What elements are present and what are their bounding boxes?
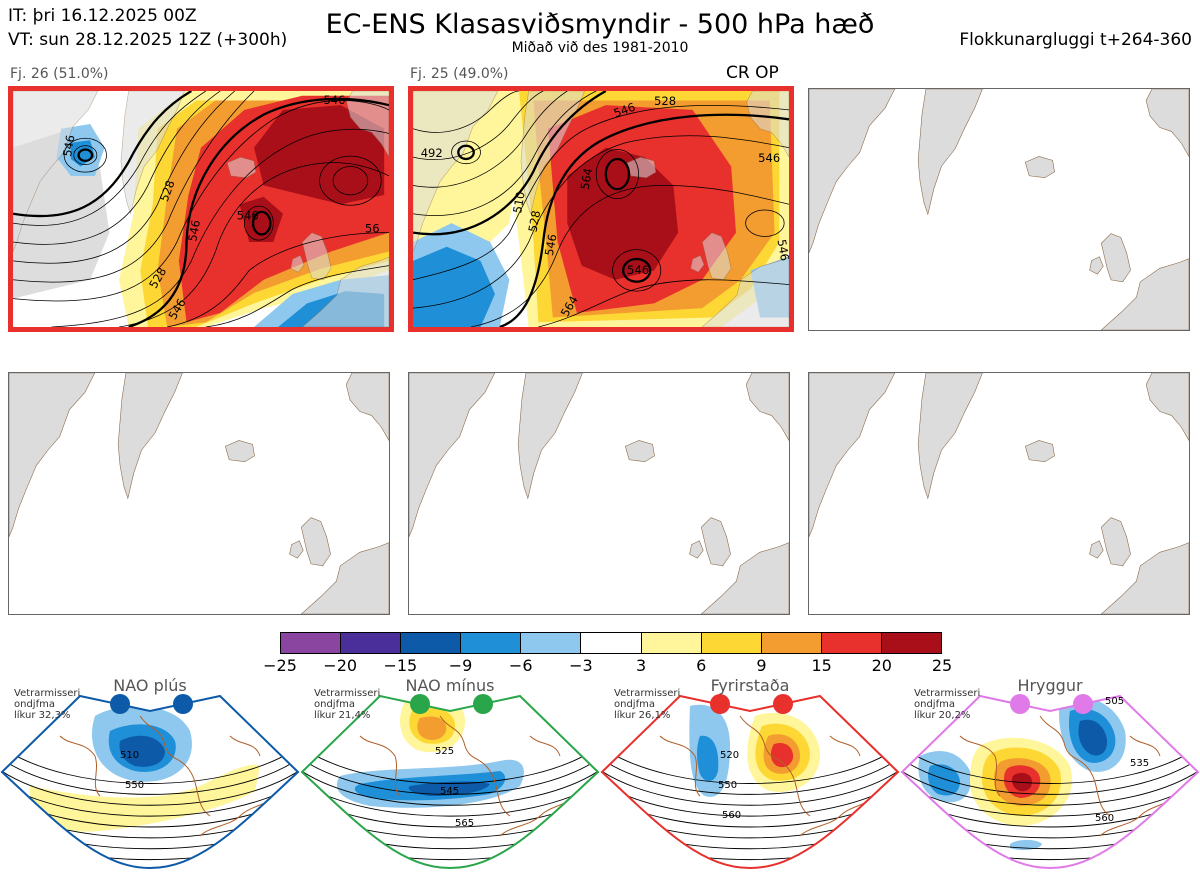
p2-contour-label: 546 <box>542 233 560 257</box>
anomaly-colorbar <box>280 632 942 654</box>
regime-marker-dot <box>773 694 793 714</box>
regime-marker-dot <box>1010 694 1030 714</box>
regime-contour-label: 560 <box>1095 813 1114 824</box>
regime-contour-label: 565 <box>455 818 474 829</box>
colorbar-swatch <box>281 633 342 653</box>
colorbar-swatch <box>461 633 522 653</box>
colorbar-tick-label: 25 <box>931 656 953 675</box>
colorbar-tick-label: −6 <box>508 656 533 675</box>
p2-contour-label: 492 <box>421 146 443 160</box>
regime-map: 510 550 <box>0 694 300 870</box>
regime-title: Fyrirstaða <box>710 676 790 695</box>
regime-climatology-note: Vetrarmisseri ondjfma líkur 32,3% <box>14 688 81 721</box>
colorbar-tick-label: −3 <box>569 656 593 675</box>
regime-marker-dot <box>410 694 430 714</box>
regime-title: NAO mínus <box>405 676 495 695</box>
regime-climatology-note: Vetrarmisseri ondjfma líkur 20,2% <box>914 688 981 721</box>
regime-contour-label: 520 <box>720 750 739 761</box>
regime-climatology-note: Vetrarmisseri ondjfma líkur 26,1% <box>614 688 681 721</box>
regime-panel: 520 550 560 Fyrirstaða Vetrarmisseri ondjfma l… <box>600 676 900 871</box>
regime-contour-label: 550 <box>125 780 144 791</box>
p1-contour-label: 528 <box>157 178 178 203</box>
clustering-window: Flokkunargluggi t+264-360 <box>959 30 1192 50</box>
regime-contour-label: 505 <box>1105 696 1124 707</box>
colorbar-ticks: −25 −20 −15 −9 −6 −3 3 6 9 15 20 25 <box>263 656 952 676</box>
page-title: EC-ENS Klasasviðsmyndir - 500 hPa hæð <box>325 9 875 40</box>
empty-map-5 <box>408 372 790 615</box>
cluster-map-1: 528 546 546 528 546 546 56 546 <box>8 86 394 332</box>
p2-contour-label: 546 <box>612 100 638 120</box>
colorbar-tick-label: −15 <box>383 656 418 675</box>
cluster-map-2-canvas: 528 546 546 510 528 546 564 546 564 546 … <box>413 91 789 327</box>
p2-contour-label: 528 <box>654 94 676 108</box>
colorbar-swatch <box>641 633 702 653</box>
regime-map: 505 535 560 <box>900 694 1200 870</box>
p1-contour-label: 546 <box>185 219 203 243</box>
regime-contour-label: 550 <box>718 780 737 791</box>
colorbar-swatch <box>401 633 462 653</box>
regime-title: Hryggur <box>1017 676 1083 695</box>
colorbar-tick-label: 20 <box>871 656 892 675</box>
cluster-map-1-canvas: 528 546 546 528 546 546 56 546 <box>13 91 389 327</box>
regime-contour-label: 510 <box>120 750 139 761</box>
regime-contour-label: 545 <box>440 786 459 797</box>
p2-contour-label: 546 <box>758 151 780 165</box>
page-subtitle: Miðað við des 1981-2010 <box>511 40 689 56</box>
panel-1-label: Fj. 26 (51.0%) <box>10 66 109 82</box>
colorbar-tick-label: 9 <box>756 656 767 675</box>
regime-contour-label: 535 <box>1130 758 1149 769</box>
p1-contour-label: 546 <box>237 209 259 223</box>
valid-time: VT: sun 28.12.2025 12Z (+300h) <box>8 30 288 50</box>
regime-marker-dot <box>173 694 193 714</box>
regime-panel: 510 550 NAO plús Vetrarmisseri ondjfma líkur … <box>0 676 300 871</box>
p2-contour-label: 546 <box>627 263 649 277</box>
regime-marker-dot <box>110 694 130 714</box>
empty-map-4 <box>8 372 390 615</box>
colorbar-swatch <box>341 633 402 653</box>
colorbar-tick-label: −9 <box>448 656 473 675</box>
colorbar-tick-label: −20 <box>323 656 358 675</box>
control-run-tag: CR OP <box>726 63 779 83</box>
colorbar-tick-label: 15 <box>811 656 832 675</box>
initial-time: IT: þri 16.12.2025 00Z <box>8 6 197 26</box>
colorbar-swatch <box>881 633 942 653</box>
colorbar-swatch <box>521 633 582 653</box>
regime-contour-label: 560 <box>722 810 741 821</box>
p1-contour-label: 546 <box>323 93 345 107</box>
p2-contour-label: 510 <box>510 191 528 215</box>
regime-marker-dot <box>1073 694 1093 714</box>
regime-marker-dot <box>473 694 493 714</box>
empty-map-3 <box>808 88 1190 331</box>
panel-2-label: Fj. 25 (49.0%) <box>410 66 509 82</box>
regime-contour-label: 525 <box>435 746 454 757</box>
empty-map-6 <box>808 372 1190 615</box>
cluster-map-2: 528 546 546 510 528 546 564 546 564 546 … <box>408 86 794 332</box>
p1-contour-label: 56 <box>365 222 380 236</box>
colorbar-swatch <box>821 633 882 653</box>
p1-contour-label: 546 <box>60 134 78 158</box>
regime-marker-dot <box>710 694 730 714</box>
regime-climatology-note: Vetrarmisseri ondjfma líkur 21,4% <box>314 688 381 721</box>
p2-contour-label: 564 <box>578 167 596 191</box>
p2-contour-label: 528 <box>525 209 543 233</box>
colorbar-swatch <box>761 633 822 653</box>
p2-contour-label: 546 <box>774 238 789 262</box>
regime-panel: 525 545 565 NAO mínus Vetrarmisseri ondjfma lí… <box>300 676 600 871</box>
regime-panel: 505 535 560 Hryggur Vetrarmisseri ondjfma líku… <box>900 676 1200 871</box>
regime-title: NAO plús <box>113 676 187 695</box>
colorbar-swatch <box>701 633 762 653</box>
colorbar-tick-label: 3 <box>635 656 647 675</box>
regime-map: 525 545 565 <box>300 694 600 870</box>
colorbar-tick-label: 6 <box>696 656 707 675</box>
regime-map: 520 550 560 <box>600 694 900 870</box>
colorbar-tick-label: −25 <box>263 656 297 675</box>
colorbar-swatch <box>581 633 642 653</box>
